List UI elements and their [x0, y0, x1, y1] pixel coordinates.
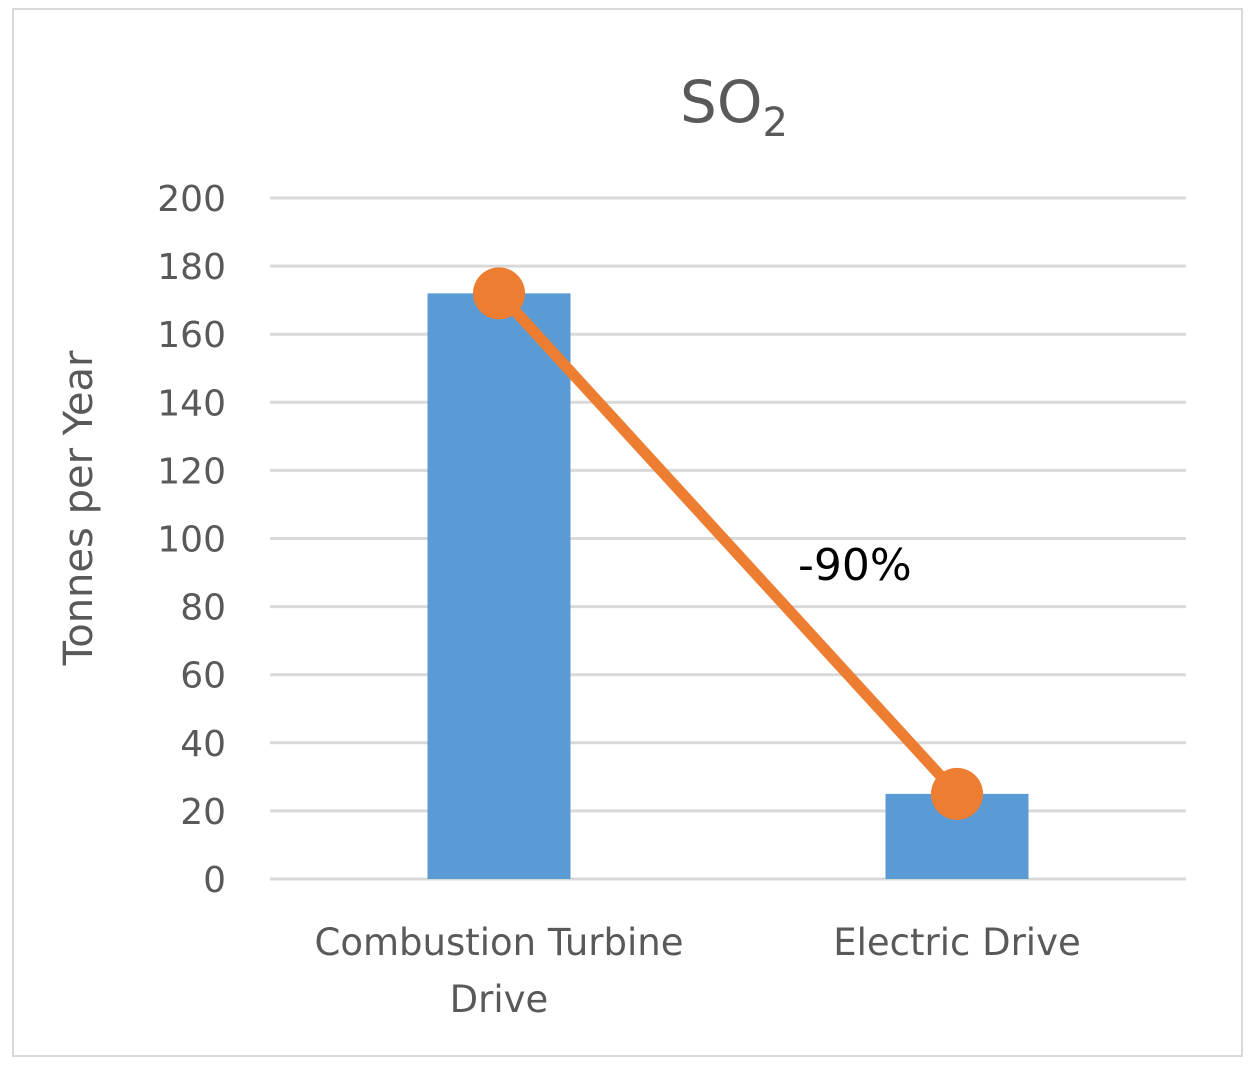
- line-marker: [931, 767, 983, 820]
- y-tick-label: 120: [157, 451, 226, 492]
- x-category-line: Drive: [450, 978, 549, 1021]
- y-tick-label: 180: [157, 247, 226, 288]
- bar: [427, 293, 571, 880]
- y-tick-label: 40: [180, 724, 226, 765]
- y-tick-label: 80: [180, 588, 226, 629]
- change-line: [494, 289, 962, 798]
- y-axis-label: Tonnes per Year: [56, 350, 102, 666]
- y-tick-label: 200: [157, 179, 226, 220]
- y-tick-label: 140: [157, 383, 226, 424]
- change-annotation: -90%: [798, 540, 912, 591]
- x-category-label: Combustion Turbine Drive: [315, 921, 684, 1021]
- x-category-line: Electric Drive: [833, 921, 1081, 964]
- x-category-label: Electric Drive: [833, 921, 1081, 964]
- chart-title: SO2: [680, 68, 788, 146]
- y-tick-label: 60: [180, 656, 226, 697]
- chart-frame: [12, 8, 1243, 1057]
- y-tick-label: 20: [180, 792, 226, 833]
- y-tick-label: 160: [157, 315, 226, 356]
- y-tick-label: 0: [203, 860, 226, 901]
- line-marker: [473, 267, 525, 320]
- x-category-line: Combustion Turbine: [315, 921, 684, 964]
- y-tick-label: 100: [157, 520, 226, 561]
